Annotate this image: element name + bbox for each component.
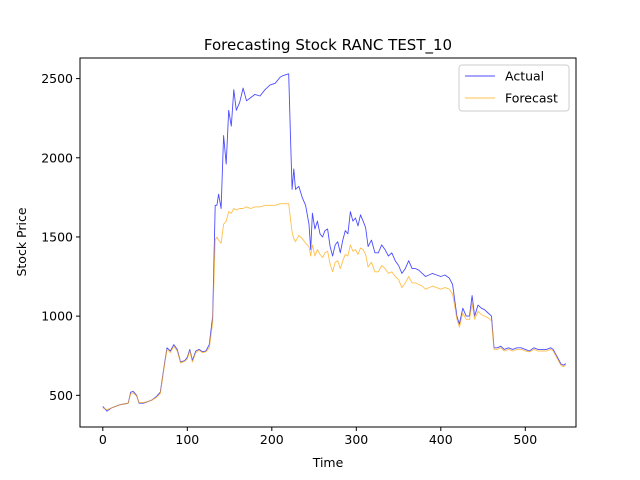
plot-frame bbox=[79, 57, 577, 428]
x-tick-label: 300 bbox=[344, 432, 368, 447]
series-line-actual bbox=[102, 73, 567, 412]
x-tick-label: 500 bbox=[513, 432, 537, 447]
x-tick-label: 0 bbox=[99, 432, 107, 447]
x-axis: 0 100 200 300 400 500 bbox=[99, 427, 537, 447]
series-line-forecast bbox=[102, 203, 567, 411]
x-tick-label: 100 bbox=[175, 432, 199, 447]
x-tick-label: 200 bbox=[260, 432, 284, 447]
legend-label-forecast: Forecast bbox=[505, 91, 558, 106]
legend-label-actual: Actual bbox=[505, 69, 544, 84]
y-tick-label: 500 bbox=[49, 388, 73, 403]
chart-title: Forecasting Stock RANC TEST_10 bbox=[204, 36, 452, 55]
x-axis-label: Time bbox=[312, 455, 344, 470]
y-tick-label: 1500 bbox=[41, 229, 73, 244]
legend: Actual Forecast bbox=[458, 64, 570, 112]
y-axis: 500 1000 1500 2000 2500 bbox=[41, 71, 80, 403]
y-axis-label: Stock Price bbox=[14, 207, 29, 276]
x-tick-label: 400 bbox=[429, 432, 453, 447]
y-tick-label: 2500 bbox=[41, 71, 73, 86]
y-tick-label: 2000 bbox=[41, 150, 73, 165]
series-lines bbox=[102, 73, 567, 412]
y-tick-label: 1000 bbox=[41, 309, 73, 324]
